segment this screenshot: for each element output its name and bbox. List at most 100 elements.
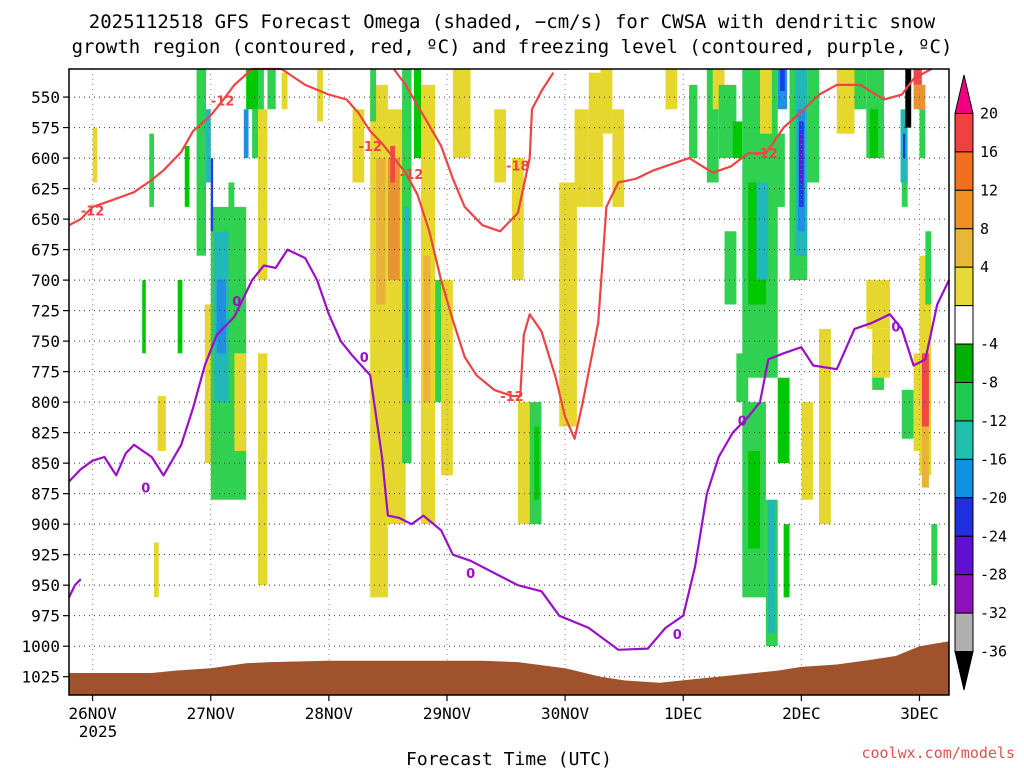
omega-cell-78 bbox=[783, 524, 790, 598]
colorbar-bin-3 bbox=[954, 189, 974, 230]
colorbar-bin-1 bbox=[954, 112, 974, 153]
omega-cell-21 bbox=[210, 158, 214, 232]
omega-cell-59 bbox=[748, 450, 761, 549]
chart-title-line2: growth region (contoured, red, ºC) and f… bbox=[72, 36, 953, 58]
x-axis: 26NOV 27NOV 28NOV 29NOV 30NOV 1DEC 2DEC 3DEC bbox=[69, 695, 939, 723]
plot-frame bbox=[68, 68, 950, 696]
omega-cell-39 bbox=[452, 69, 471, 159]
y-tick-label-600: 600 bbox=[31, 149, 60, 168]
omega-cell-94 bbox=[919, 109, 926, 159]
y-tick-label-550: 550 bbox=[31, 88, 60, 107]
omega-cell-89 bbox=[901, 389, 914, 439]
omega-cell-22 bbox=[281, 72, 288, 110]
omega-cell-54 bbox=[718, 84, 737, 159]
contour-minus12 bbox=[68, 67, 932, 440]
colorbar-label-12: -32 bbox=[980, 604, 1007, 622]
omega-cell-74 bbox=[800, 133, 803, 183]
omega-cell-66 bbox=[780, 69, 785, 91]
contour-label-6: -12 bbox=[754, 147, 778, 162]
colorbar-label-1: 16 bbox=[980, 143, 998, 161]
x-tick-label-2DEC: 2DEC bbox=[782, 704, 821, 723]
omega-cell-6 bbox=[177, 280, 183, 354]
colorbar: 20 16 12 8 4 -4 -8 -12 -16 -20 -24 -28 -32 -36 bbox=[954, 74, 1007, 691]
colorbar-label-11: -28 bbox=[980, 566, 1007, 584]
x-tick-label-3DEC: 3DEC bbox=[900, 704, 939, 723]
y-tick-label-900: 900 bbox=[31, 515, 60, 534]
contour-freezing-level bbox=[68, 248, 950, 651]
omega-cell-13 bbox=[228, 182, 235, 281]
contour-lines bbox=[68, 67, 950, 651]
colorbar-bin-6 bbox=[954, 305, 974, 345]
y-tick-label-650: 650 bbox=[31, 210, 60, 229]
y-tick-label-800: 800 bbox=[31, 393, 60, 412]
y-tick-label-975: 975 bbox=[31, 607, 60, 626]
y-tick-label-850: 850 bbox=[31, 454, 60, 473]
y-tick-label-1000: 1000 bbox=[21, 637, 60, 656]
y-tick-label-775: 775 bbox=[31, 363, 60, 382]
x-tick-label-26NOV: 26NOV bbox=[69, 704, 118, 723]
omega-cell-40 bbox=[494, 109, 507, 183]
contour-label-2: -12 bbox=[358, 140, 382, 155]
colorbar-label-10: -24 bbox=[980, 527, 1007, 545]
ground-layer bbox=[69, 641, 949, 695]
contour-minus18 bbox=[392, 68, 555, 233]
colorbar-label-8: -16 bbox=[980, 450, 1007, 468]
credit-text: coolwx.com/models bbox=[861, 744, 1015, 762]
colorbar-bottom-triangle bbox=[954, 651, 974, 691]
omega-cell-30 bbox=[390, 145, 396, 183]
x-tick-label-30NOV: 30NOV bbox=[541, 704, 590, 723]
omega-cell-29 bbox=[387, 158, 400, 281]
x-tick-label-29NOV: 29NOV bbox=[423, 704, 472, 723]
omega-cell-33 bbox=[405, 280, 409, 378]
colorbar-label-0: 20 bbox=[980, 104, 998, 122]
x-tick-label-1DEC: 1DEC bbox=[664, 704, 703, 723]
omega-cell-16 bbox=[246, 69, 258, 110]
omega-cell-47 bbox=[588, 72, 603, 207]
omega-cell-18 bbox=[257, 353, 268, 586]
y-tick-label-750: 750 bbox=[31, 332, 60, 351]
y-tick-label-575: 575 bbox=[31, 119, 60, 138]
colorbar-bin-8 bbox=[954, 382, 974, 422]
omega-cell-4 bbox=[142, 280, 146, 354]
colorbar-label-5: -4 bbox=[980, 335, 998, 353]
chart-title-line1: 2025112518 GFS Forecast Omega (shaded, −… bbox=[89, 11, 936, 33]
omega-cell-55 bbox=[732, 121, 743, 159]
colorbar-bin-13 bbox=[954, 574, 974, 614]
contour-label-7: 0 bbox=[141, 482, 150, 497]
omega-cell-1 bbox=[157, 396, 166, 451]
x-tick-label-28NOV: 28NOV bbox=[305, 704, 354, 723]
contour-label-0: -12 bbox=[81, 205, 105, 220]
omega-cell-96 bbox=[925, 231, 932, 305]
contour-label-13: 0 bbox=[891, 320, 900, 335]
omega-cell-44 bbox=[534, 426, 540, 500]
omega-cell-91 bbox=[905, 69, 912, 128]
colorbar-bin-7 bbox=[954, 343, 974, 383]
omega-cell-75 bbox=[807, 69, 820, 183]
omega-cell-63 bbox=[760, 69, 772, 134]
colorbar-label-4: 4 bbox=[980, 258, 989, 276]
colorbar-bin-12 bbox=[954, 535, 974, 576]
omega-cell-12 bbox=[216, 280, 227, 354]
colorbar-label-7: -12 bbox=[980, 412, 1007, 430]
colorbar-label-9: -20 bbox=[980, 489, 1007, 507]
omega-cell-76 bbox=[819, 328, 831, 525]
omega-cell-46 bbox=[574, 109, 589, 207]
colorbar-label-6: -8 bbox=[980, 374, 998, 392]
contour-label-1: -12 bbox=[211, 95, 235, 110]
omega-shading bbox=[92, 69, 938, 647]
omega-cell-79 bbox=[836, 69, 855, 134]
omega-cell-99 bbox=[921, 426, 929, 488]
omega-cell-20 bbox=[243, 109, 249, 159]
contour-label-5: -12 bbox=[500, 390, 524, 405]
contour-label-11: 0 bbox=[673, 628, 682, 643]
contour-labels: -12 -12 -12 -12 -18 -12 -12 0 0 0 0 0 0 0 bbox=[81, 95, 900, 643]
omega-cell-98 bbox=[921, 353, 929, 427]
omega-cell-90 bbox=[913, 353, 920, 451]
omega-cell-34 bbox=[413, 69, 421, 159]
omega-cell-24 bbox=[352, 109, 365, 183]
colorbar-label-3: 8 bbox=[980, 220, 989, 238]
omega-cell-19 bbox=[267, 69, 276, 110]
omega-cell-9 bbox=[206, 109, 211, 183]
y-tick-label-925: 925 bbox=[31, 546, 60, 565]
